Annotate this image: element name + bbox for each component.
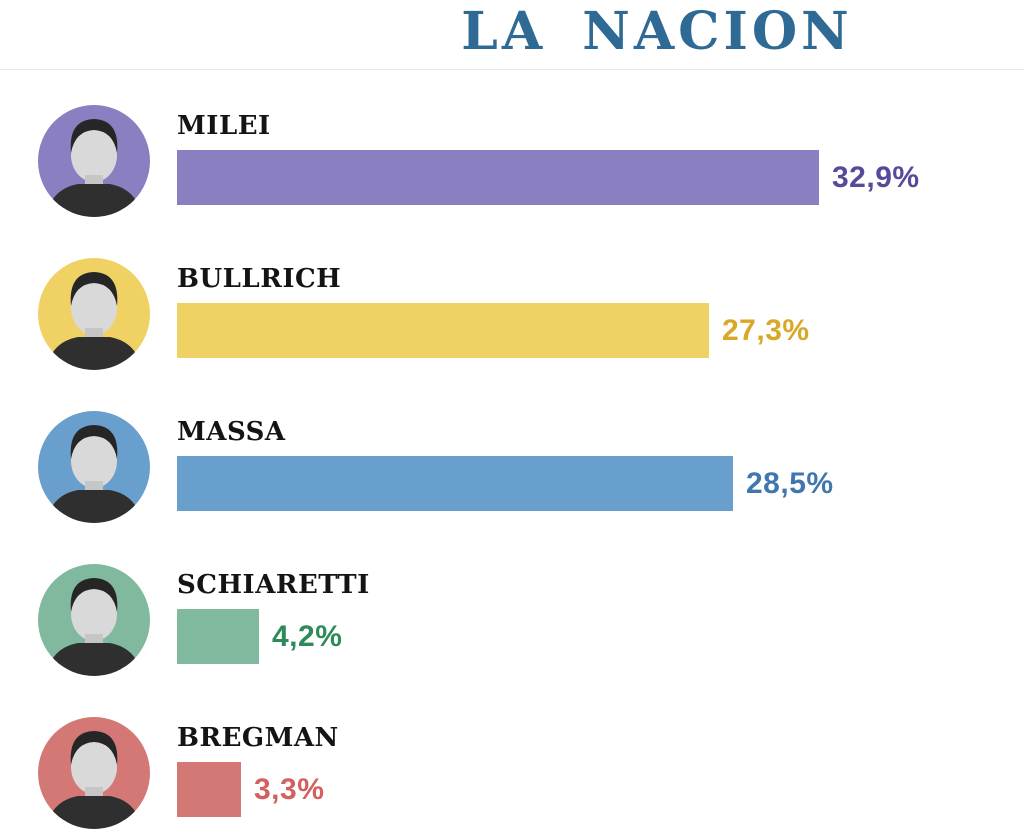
- poll-bar-massa: [177, 456, 733, 511]
- bar-line: 4,2%: [177, 609, 1024, 664]
- poll-bar-bregman: [177, 762, 241, 817]
- avatar-schiaretti: [38, 564, 150, 676]
- portrait-photo-icon: [38, 258, 150, 370]
- row-content: SCHIARETTI 4,2%: [177, 564, 1024, 664]
- masthead-bar: LA NACION: [0, 0, 1024, 70]
- row-content: BREGMAN 3,3%: [177, 717, 1024, 817]
- candidate-name: MASSA: [177, 417, 286, 447]
- poll-value-bregman: 3,3%: [254, 772, 325, 806]
- portrait-photo-icon: [38, 105, 150, 217]
- poll-value-schiaretti: 4,2%: [272, 619, 343, 653]
- poll-row: BREGMAN 3,3%: [38, 717, 1024, 829]
- poll-value-milei: 32,9%: [832, 160, 920, 194]
- row-content: MASSA 28,5%: [177, 411, 1024, 511]
- poll-value-massa: 28,5%: [746, 466, 834, 500]
- bar-line: 28,5%: [177, 456, 1024, 511]
- bar-line: 3,3%: [177, 762, 1024, 817]
- portrait-photo-icon: [38, 564, 150, 676]
- poll-rows: MILEI 32,9% BULLRICH 27,3%: [0, 70, 1024, 829]
- portrait-photo-icon: [38, 717, 150, 829]
- candidate-name: BULLRICH: [177, 264, 342, 294]
- poll-row: MASSA 28,5%: [38, 411, 1024, 523]
- poll-bar-milei: [177, 150, 819, 205]
- bar-line: 32,9%: [177, 150, 1024, 205]
- bar-line: 27,3%: [177, 303, 1024, 358]
- avatar-bregman: [38, 717, 150, 829]
- candidate-name: BREGMAN: [177, 723, 339, 753]
- portrait-photo-icon: [38, 411, 150, 523]
- poll-row: BULLRICH 27,3%: [38, 258, 1024, 370]
- candidate-name: MILEI: [177, 111, 271, 141]
- row-content: BULLRICH 27,3%: [177, 258, 1024, 358]
- poll-row: MILEI 32,9%: [38, 105, 1024, 217]
- avatar-massa: [38, 411, 150, 523]
- avatar-bullrich: [38, 258, 150, 370]
- poll-row: SCHIARETTI 4,2%: [38, 564, 1024, 676]
- avatar-milei: [38, 105, 150, 217]
- row-content: MILEI 32,9%: [177, 105, 1024, 205]
- candidate-name: SCHIARETTI: [177, 570, 370, 600]
- masthead-logo: LA NACION: [461, 0, 853, 62]
- poll-bar-schiaretti: [177, 609, 259, 664]
- poll-bar-bullrich: [177, 303, 709, 358]
- poll-value-bullrich: 27,3%: [722, 313, 810, 347]
